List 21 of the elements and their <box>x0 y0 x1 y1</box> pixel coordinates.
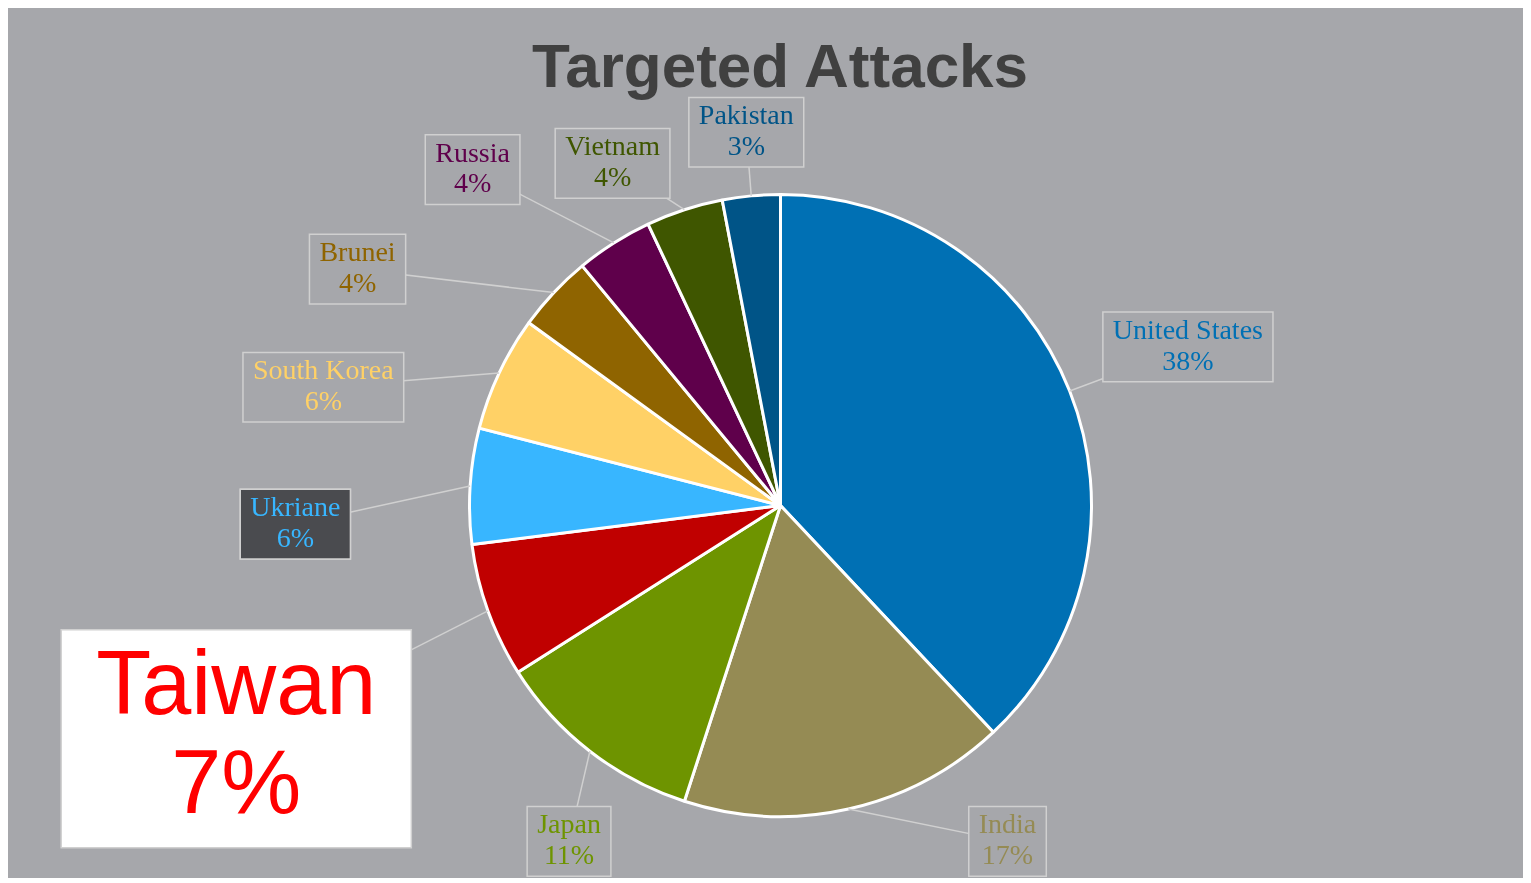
data-label: 7% <box>171 732 302 833</box>
slice-label: South Korea <box>252 354 395 386</box>
data-label: 4% <box>593 161 632 193</box>
slice-label: Ukriane <box>250 491 341 523</box>
slice-label: Taiwan <box>96 633 377 734</box>
slice-label: India <box>978 808 1037 840</box>
data-label: 17% <box>981 839 1034 871</box>
data-label: 11% <box>543 839 595 871</box>
slice-label: Vietnam <box>565 130 661 162</box>
data-label: 4% <box>453 167 492 199</box>
slice-label: Pakistan <box>698 99 794 131</box>
chart-title: Targeted Attacks <box>531 31 1029 101</box>
slice-label: Russia <box>435 136 511 168</box>
slice-label: Brunei <box>319 236 396 268</box>
data-label: 38% <box>1162 344 1214 376</box>
slice-label: United States <box>1112 313 1263 345</box>
data-label: 6% <box>276 521 314 553</box>
data-label: 6% <box>304 385 342 417</box>
slice-label: Japan <box>537 808 601 840</box>
data-label: 4% <box>338 266 377 298</box>
data-label: 3% <box>727 130 765 162</box>
